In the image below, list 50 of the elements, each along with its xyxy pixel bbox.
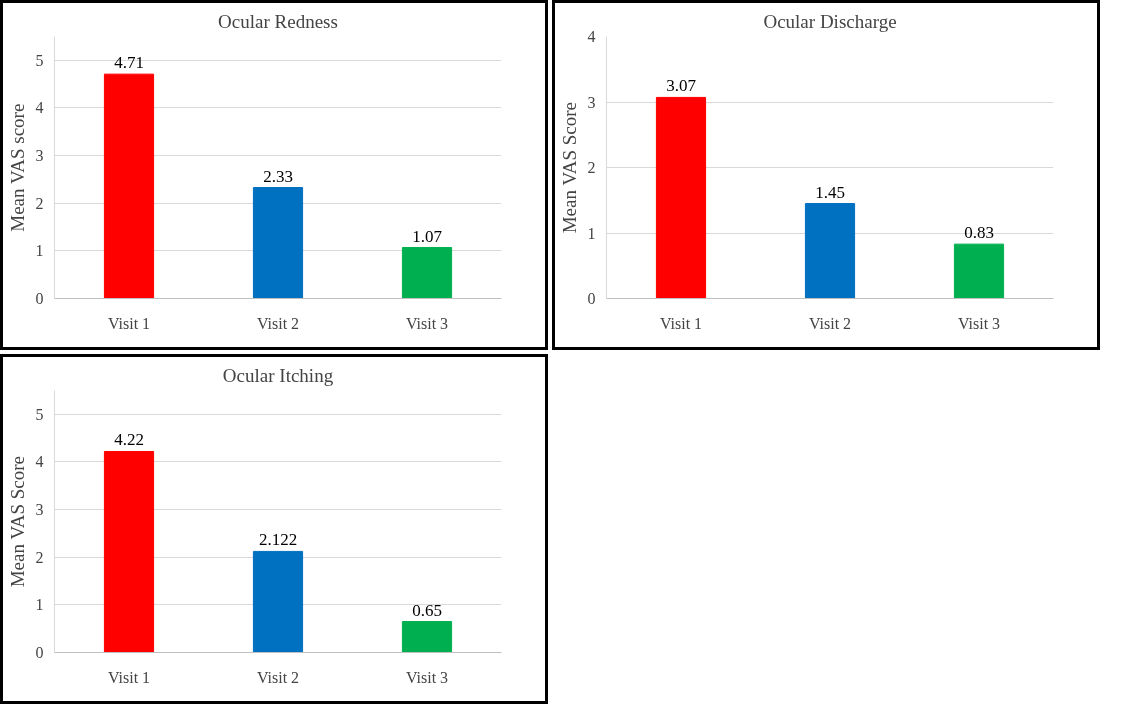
x-tick-label: Visit 3 — [405, 314, 449, 332]
chart-title: Ocular Redness — [218, 10, 338, 32]
data-label: 0.65 — [412, 600, 442, 620]
x-tick-label: Visit 1 — [107, 668, 151, 686]
y-tick-label: 2 — [35, 194, 44, 212]
x-tick-label: Visit 3 — [405, 668, 449, 686]
y-tick-label: 1 — [35, 596, 44, 614]
bar — [103, 73, 155, 299]
y-tick-label: 3 — [587, 93, 596, 111]
bar — [252, 550, 304, 653]
data-label: 4.71 — [114, 53, 144, 73]
y-tick-label: 1 — [35, 242, 44, 260]
y-axis-title: Mean VAS Score — [6, 456, 28, 588]
y-tick-label: 0 — [587, 290, 596, 307]
y-tick-label: 4 — [587, 28, 596, 45]
data-label: 2.33 — [263, 166, 293, 186]
y-tick-label: 2 — [35, 548, 44, 566]
data-label: 4.22 — [114, 430, 144, 450]
bar — [804, 203, 856, 299]
y-tick-label: 3 — [35, 147, 44, 165]
y-tick-label: 0 — [35, 644, 44, 661]
y-tick-label: 1 — [587, 224, 596, 242]
data-label: 0.83 — [964, 223, 994, 243]
x-tick-label: Visit 2 — [256, 668, 300, 686]
x-tick-label: Visit 3 — [957, 314, 1001, 332]
y-tick-label: 2 — [587, 159, 596, 176]
y-tick-label: 5 — [35, 51, 44, 69]
bar — [655, 96, 707, 299]
y-axis-title: Mean VAS Score — [558, 102, 580, 234]
y-tick-label: 4 — [35, 99, 44, 117]
y-tick-label: 4 — [35, 453, 44, 471]
bar — [401, 621, 453, 653]
bar — [401, 247, 453, 299]
x-tick-label: Visit 1 — [107, 314, 151, 332]
data-label: 1.45 — [815, 182, 845, 202]
y-tick-label: 5 — [35, 405, 44, 423]
chart-title: Ocular Discharge — [763, 10, 897, 32]
x-tick-label: Visit 2 — [808, 314, 852, 332]
y-tick-label: 0 — [35, 290, 44, 307]
bar — [252, 187, 304, 299]
x-tick-label: Visit 1 — [659, 314, 703, 332]
bar — [953, 243, 1005, 299]
y-tick-label: 3 — [35, 501, 44, 519]
bar — [103, 450, 155, 653]
data-label: 3.07 — [666, 76, 697, 96]
chart-title: Ocular Itching — [222, 364, 334, 386]
data-label: 1.07 — [412, 226, 443, 246]
y-axis-title: Mean VAS score — [6, 103, 28, 232]
x-tick-label: Visit 2 — [256, 314, 300, 332]
data-label: 2.122 — [258, 530, 298, 550]
